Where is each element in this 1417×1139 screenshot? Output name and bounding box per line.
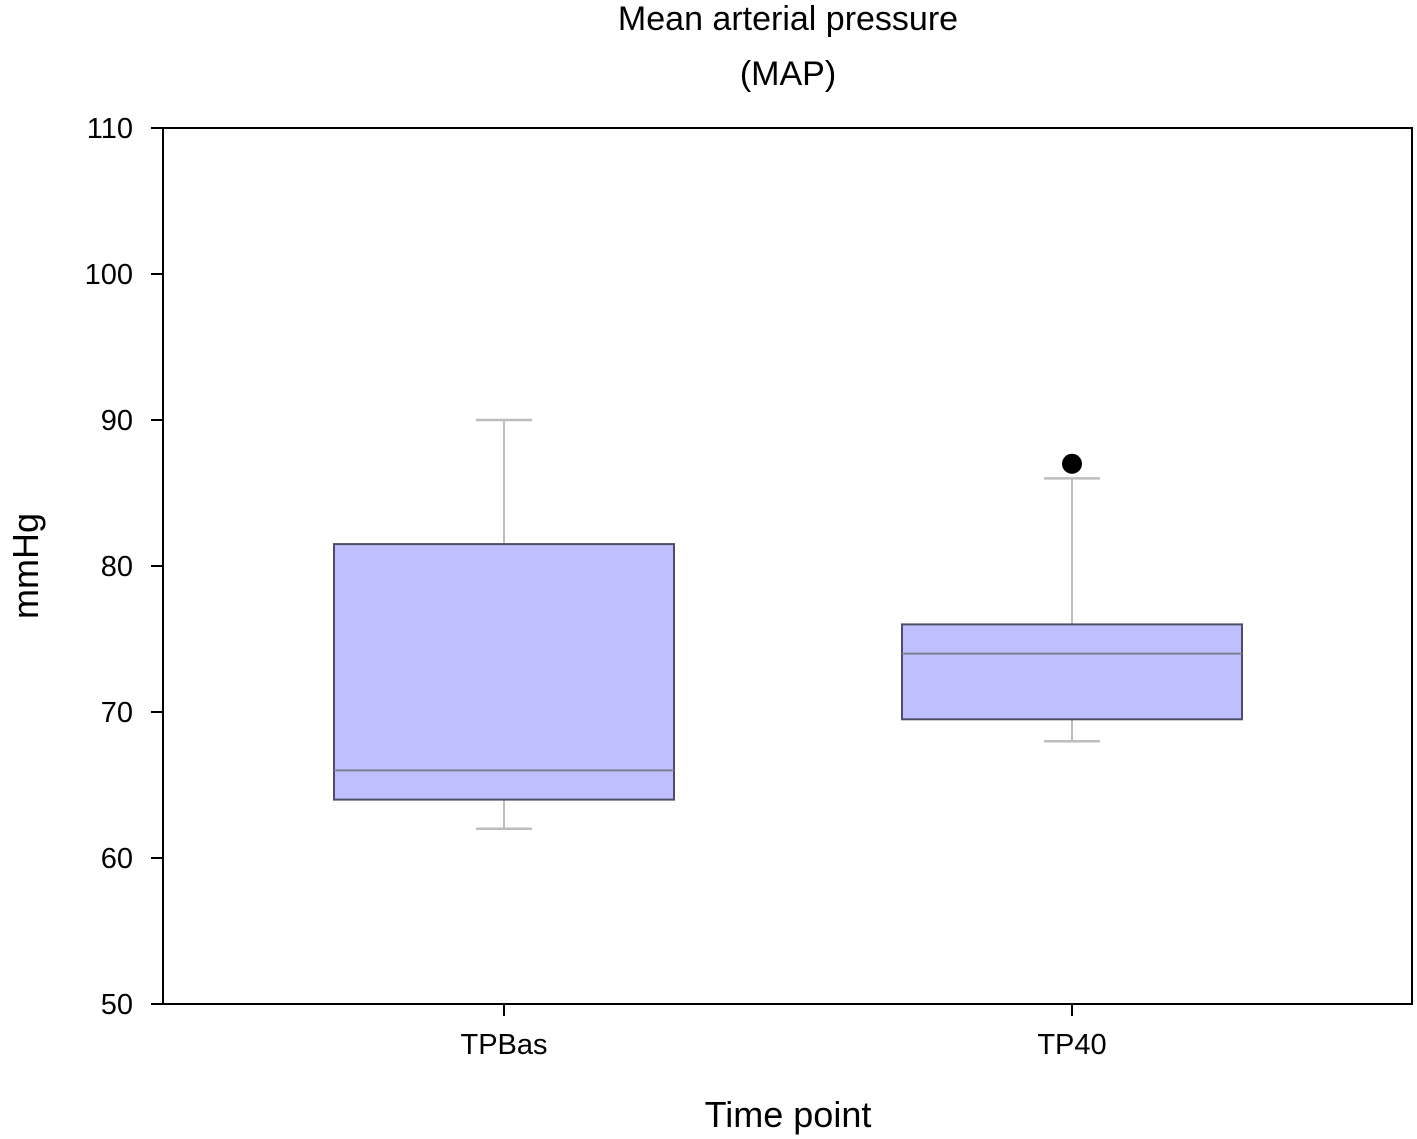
box-tp40 xyxy=(901,623,1243,721)
y-tick-label-50: 50 xyxy=(101,989,133,1021)
x-tick-label-tpbas: TPBas xyxy=(460,1029,547,1061)
y-tick-label-80: 80 xyxy=(101,551,133,583)
y-tick-label-90: 90 xyxy=(101,405,133,437)
plot-marks xyxy=(333,418,1243,831)
chart-title-line-2: (MAP) xyxy=(740,55,836,93)
box-tpbas xyxy=(333,543,675,801)
x-axis-label: Time point xyxy=(705,1094,872,1135)
chart-title-line-1: Mean arterial pressure xyxy=(618,0,958,38)
y-tick-label-70: 70 xyxy=(101,697,133,729)
y-axis: 50 60 70 80 90 100 110 xyxy=(85,113,163,1021)
x-tick-label-tp40: TP40 xyxy=(1037,1029,1106,1061)
y-tick-label-100: 100 xyxy=(85,259,133,291)
x-axis: TPBas TP40 xyxy=(460,1004,1107,1061)
y-axis-label: mmHg xyxy=(5,513,46,619)
y-tick-label-110: 110 xyxy=(87,113,133,145)
outlier-point-tp40-0 xyxy=(1062,453,1082,474)
y-tick-label-60: 60 xyxy=(101,843,133,875)
